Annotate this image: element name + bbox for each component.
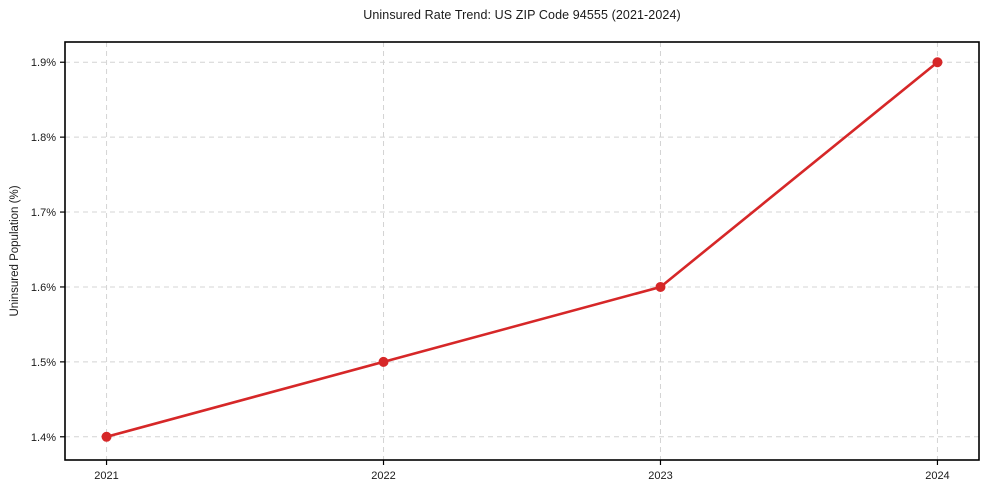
x-tick-label: 2024 — [925, 470, 949, 482]
x-tick-label: 2021 — [94, 470, 118, 482]
x-tick-label: 2023 — [648, 470, 672, 482]
data-point-2023 — [655, 281, 666, 292]
y-tick-label: 1.7% — [31, 207, 56, 219]
y-tick-label: 1.5% — [31, 357, 56, 369]
plot-frame — [64, 41, 980, 461]
y-tick-label: 1.6% — [31, 282, 56, 294]
y-tick-label: 1.9% — [31, 57, 56, 69]
trend-line — [105, 60, 939, 439]
data-point-2024 — [932, 57, 943, 68]
chart-title: Uninsured Rate Trend: US ZIP Code 94555 … — [363, 8, 681, 22]
data-point-2021 — [101, 431, 112, 442]
x-tick-label: 2022 — [371, 470, 395, 482]
y-tick-label: 1.4% — [31, 432, 56, 444]
y-tick-label: 1.8% — [31, 132, 56, 144]
data-point-2022 — [378, 356, 389, 367]
